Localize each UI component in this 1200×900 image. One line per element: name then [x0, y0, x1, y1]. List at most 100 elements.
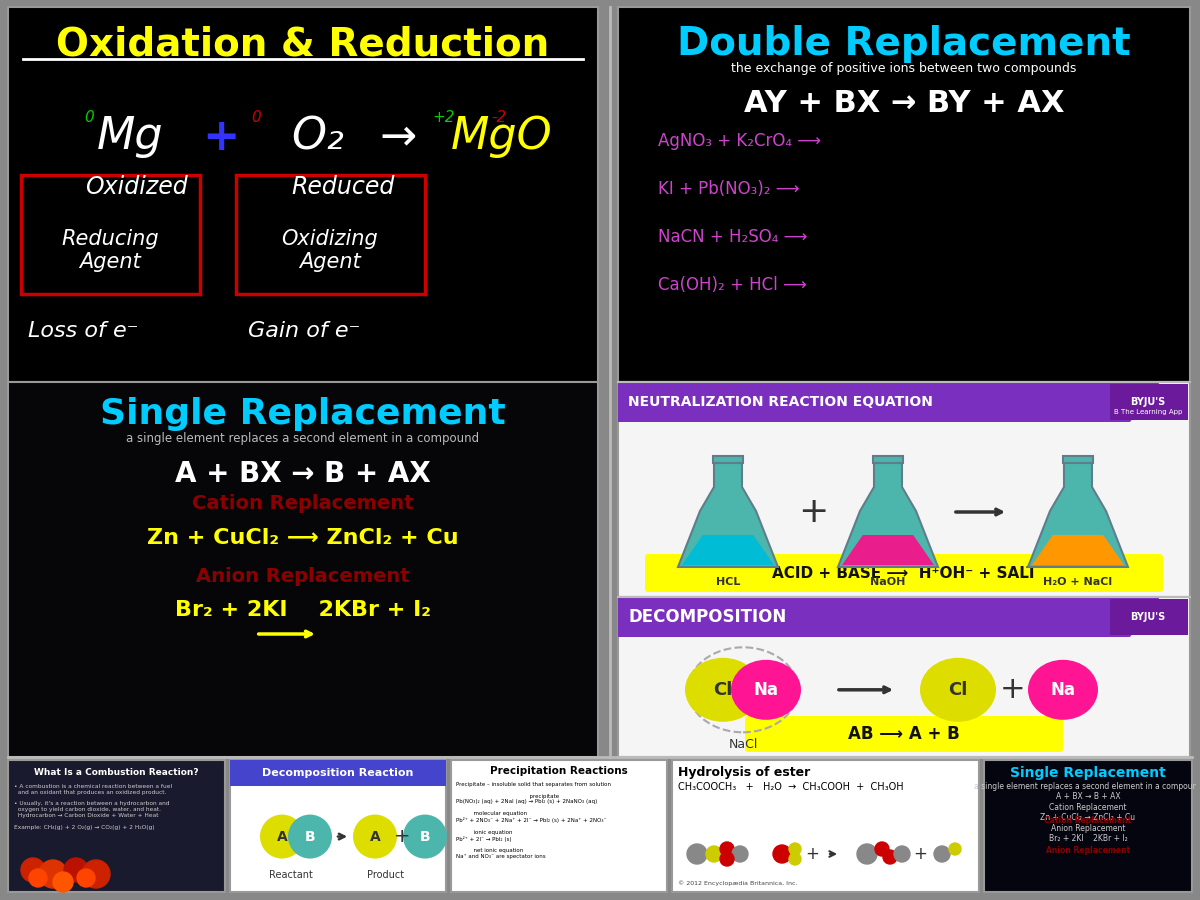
Ellipse shape [353, 814, 397, 859]
FancyBboxPatch shape [236, 175, 425, 294]
Circle shape [706, 846, 722, 862]
Polygon shape [678, 459, 778, 567]
Text: Single Replacement: Single Replacement [100, 397, 506, 431]
Bar [618, 382, 1190, 597]
Bar [1110, 384, 1188, 420]
Text: Precipitation Reactions: Precipitation Reactions [490, 766, 628, 776]
Text: KI + Pb(NO₃)₂ ⟶: KI + Pb(NO₃)₂ ⟶ [658, 180, 799, 198]
Text: Loss of e⁻: Loss of e⁻ [28, 321, 138, 341]
Text: ACID + BASE ⟶  H⁺OH⁻ + SALT: ACID + BASE ⟶ H⁺OH⁻ + SALT [772, 565, 1037, 581]
Text: O₂: O₂ [292, 115, 344, 158]
Circle shape [790, 853, 802, 865]
Bar [618, 597, 1190, 757]
Ellipse shape [1028, 660, 1098, 720]
Polygon shape [1032, 535, 1124, 565]
Circle shape [53, 872, 73, 892]
Circle shape [22, 858, 46, 882]
Bar [984, 760, 1192, 892]
Circle shape [720, 852, 734, 866]
Text: A: A [277, 830, 287, 843]
Text: Precipitate – insoluble solid that separates from solution

                    : Precipitate – insoluble solid that separ… [456, 782, 611, 860]
FancyBboxPatch shape [646, 554, 1163, 592]
Text: +: + [203, 115, 240, 158]
Text: NaCl: NaCl [728, 738, 757, 751]
Bar [8, 382, 598, 757]
Bar [1110, 599, 1188, 635]
Text: A + BX → B + AX: A + BX → B + AX [175, 460, 431, 488]
Text: +: + [394, 827, 410, 846]
Bar [672, 760, 979, 892]
Circle shape [883, 850, 898, 864]
Text: Cl: Cl [948, 680, 967, 698]
Text: B The Learning App: B The Learning App [1114, 409, 1182, 415]
Text: Anion Replacement: Anion Replacement [196, 567, 410, 586]
Polygon shape [682, 535, 774, 565]
Text: +2: +2 [433, 110, 455, 124]
FancyBboxPatch shape [22, 175, 200, 294]
Text: • A combustion is a chemical reaction between a fuel
  and an oxidant that produ: • A combustion is a chemical reaction be… [14, 784, 172, 830]
Text: Oxidizing
Agent: Oxidizing Agent [282, 230, 378, 273]
Bar [230, 760, 446, 786]
Text: Decomposition Reaction: Decomposition Reaction [263, 768, 414, 778]
Text: Product: Product [367, 870, 404, 880]
Polygon shape [1028, 459, 1128, 567]
Circle shape [790, 843, 802, 855]
Polygon shape [618, 597, 1160, 637]
Circle shape [77, 869, 95, 887]
Text: CH₃COOCH₃   +   H₂O  →  CH₃COOH  +  CH₃OH: CH₃COOCH₃ + H₂O → CH₃COOH + CH₃OH [678, 782, 904, 792]
Text: Cation Replacement: Cation Replacement [192, 494, 414, 513]
Text: AB ⟶ A + B: AB ⟶ A + B [848, 725, 960, 743]
Text: Na: Na [754, 680, 779, 698]
Text: © 2012 Encyclopædia Britannica, Inc.: © 2012 Encyclopædia Britannica, Inc. [678, 880, 798, 886]
Text: B: B [305, 830, 316, 843]
Ellipse shape [920, 658, 996, 722]
Text: Oxidation & Reduction: Oxidation & Reduction [56, 25, 550, 63]
Text: AY + BX → BY + AX: AY + BX → BY + AX [744, 89, 1064, 118]
Text: Cl: Cl [713, 680, 733, 698]
Circle shape [773, 845, 791, 863]
Text: Reactant: Reactant [269, 870, 312, 880]
Text: the exchange of positive ions between two compounds: the exchange of positive ions between tw… [731, 62, 1076, 75]
Polygon shape [618, 382, 1160, 422]
Bar [230, 760, 446, 892]
Text: →: → [379, 115, 416, 158]
Ellipse shape [731, 660, 802, 720]
Text: MgO: MgO [450, 115, 552, 158]
Ellipse shape [260, 814, 304, 859]
Ellipse shape [403, 814, 446, 859]
Circle shape [857, 844, 877, 864]
Text: Single Replacement: Single Replacement [1010, 766, 1166, 780]
Text: -2: -2 [492, 110, 508, 124]
Circle shape [732, 846, 748, 862]
Text: Ca(OH)₂ + HCl ⟶: Ca(OH)₂ + HCl ⟶ [658, 276, 806, 294]
Ellipse shape [685, 658, 761, 722]
Text: NaCN + H₂SO₄ ⟶: NaCN + H₂SO₄ ⟶ [658, 228, 808, 246]
Text: a single element replaces a second element in a compound
A + BX → B + AX
Cation : a single element replaces a second eleme… [974, 782, 1200, 843]
Text: BYJU'S: BYJU'S [1130, 397, 1165, 407]
Text: NaOH: NaOH [870, 577, 906, 587]
Bar [713, 456, 744, 463]
Circle shape [934, 846, 950, 862]
Text: 0: 0 [251, 110, 260, 124]
Text: AgNO₃ + K₂CrO₄ ⟶: AgNO₃ + K₂CrO₄ ⟶ [658, 132, 821, 150]
Text: Double Replacement: Double Replacement [677, 25, 1130, 63]
Circle shape [894, 846, 910, 862]
Ellipse shape [288, 814, 332, 859]
Polygon shape [842, 535, 934, 565]
Circle shape [64, 858, 88, 882]
Text: 0: 0 [85, 110, 95, 124]
Circle shape [38, 860, 67, 888]
Text: Reduced: Reduced [292, 176, 395, 200]
Text: Cation Replacement: Cation Replacement [1044, 816, 1132, 825]
Text: Br₂ + 2KI    2KBr + I₂: Br₂ + 2KI 2KBr + I₂ [175, 600, 431, 620]
Text: B: B [420, 830, 431, 843]
Bar [8, 7, 598, 382]
Text: Zn + CuCl₂ ⟶ ZnCl₂ + Cu: Zn + CuCl₂ ⟶ ZnCl₂ + Cu [148, 528, 458, 548]
Polygon shape [838, 459, 938, 567]
Circle shape [949, 843, 961, 855]
Text: Hydrolysis of ester: Hydrolysis of ester [678, 766, 810, 779]
Bar [872, 456, 904, 463]
Text: NEUTRALIZATION REACTION EQUATION: NEUTRALIZATION REACTION EQUATION [628, 395, 932, 409]
Text: A: A [370, 830, 380, 843]
Bar [1063, 456, 1093, 463]
